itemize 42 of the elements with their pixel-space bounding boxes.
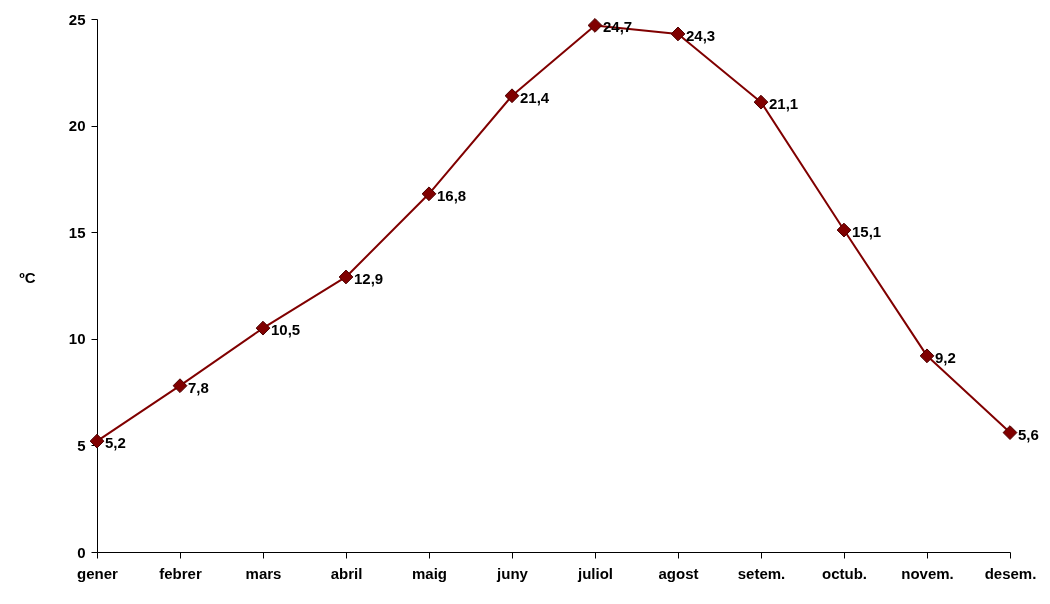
data-label: 5,6 xyxy=(1018,425,1039,443)
y-tick-label: 25 xyxy=(68,10,86,28)
point xyxy=(172,378,188,394)
point xyxy=(89,433,105,449)
point xyxy=(919,348,935,364)
x-tick-label: abril xyxy=(330,564,363,582)
data-label: 21,1 xyxy=(769,95,799,113)
y-axis-title: ºC xyxy=(19,268,36,286)
point xyxy=(670,26,686,42)
point xyxy=(836,222,852,238)
data-label: 16,8 xyxy=(437,186,467,204)
x-tick-label: desem. xyxy=(984,564,1037,582)
point xyxy=(504,88,520,104)
point xyxy=(1002,425,1018,440)
x-tick-label: juliol xyxy=(577,564,613,582)
point xyxy=(338,269,354,285)
x-tick-label: juny xyxy=(496,564,529,582)
data-label: 21,4 xyxy=(520,88,550,106)
data-label: 12,9 xyxy=(354,269,384,287)
point xyxy=(587,18,603,33)
y-tick-label: 20 xyxy=(68,117,86,135)
point xyxy=(753,94,769,110)
x-tick-label: gener xyxy=(77,564,119,582)
x-tick-label: maig xyxy=(411,564,448,582)
point xyxy=(255,320,271,336)
data-label: 24,3 xyxy=(686,26,716,44)
x-tick-label: octub. xyxy=(822,564,867,582)
point xyxy=(421,186,437,202)
y-tick-label: 0 xyxy=(77,543,86,561)
y-tick-label: 5 xyxy=(77,436,86,454)
x-tick-label: novem. xyxy=(901,564,954,582)
x-tick-label: agost xyxy=(658,564,699,582)
data-label: 5,2 xyxy=(105,434,126,452)
data-label: 15,1 xyxy=(852,223,882,241)
data-label: 10,5 xyxy=(271,321,301,339)
x-tick-label: mars xyxy=(245,564,282,582)
y-tick-label: 15 xyxy=(68,223,86,241)
data-label: 7,8 xyxy=(188,378,209,396)
x-tick-label: febrer xyxy=(159,564,202,582)
y-tick-label: 10 xyxy=(68,330,86,348)
x-tick-label: setem. xyxy=(737,564,786,582)
data-label: 9,2 xyxy=(935,348,956,366)
